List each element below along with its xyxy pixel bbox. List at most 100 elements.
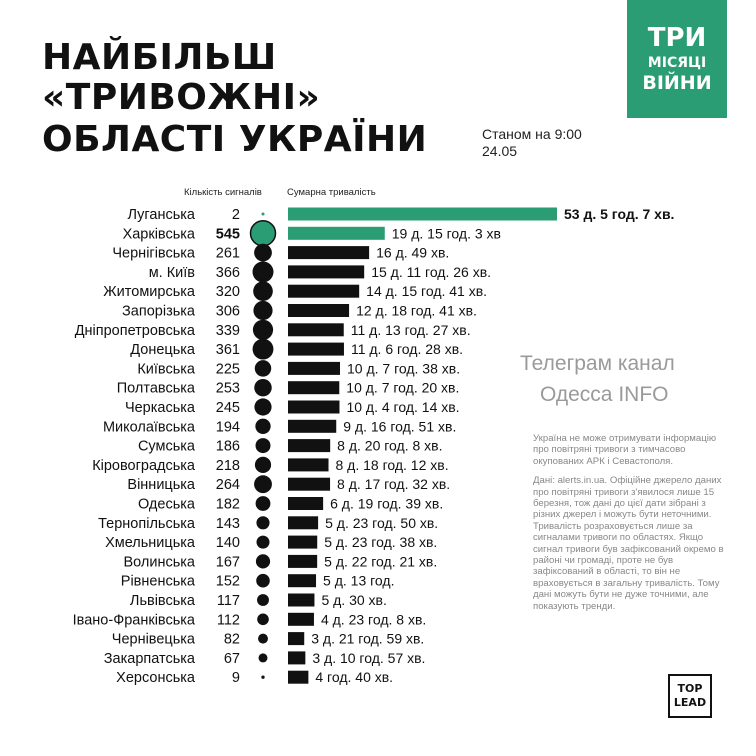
three-months-badge: ТРИ МІСЯЦІ ВІЙНИ xyxy=(627,0,727,118)
duration-bar xyxy=(288,612,314,626)
badge-line-3: ВІЙНИ xyxy=(642,72,712,94)
title-line-3: ОБЛАСТІ УКРАЇНИ xyxy=(42,119,428,160)
signal-count-label: 306 xyxy=(216,304,240,320)
signal-count-label: 261 xyxy=(216,246,240,262)
duration-label: 5 д. 22 год. 21 хв. xyxy=(324,553,437,569)
region-label: Кіровоградська xyxy=(92,458,196,474)
badge-line-1: ТРИ xyxy=(647,23,707,53)
signal-count-label: 264 xyxy=(216,477,240,493)
duration-label: 10 д. 4 год. 14 хв. xyxy=(346,399,459,415)
signal-count-dot xyxy=(255,418,271,434)
signal-count-label: 339 xyxy=(216,323,240,339)
duration-bar xyxy=(288,246,370,260)
region-label: Рівненська xyxy=(121,574,196,590)
signal-count-dot xyxy=(254,243,272,262)
duration-label: 3 д. 21 год. 59 хв. xyxy=(311,631,424,647)
duration-bar xyxy=(288,574,317,588)
duration-label: 53 д. 5 год. 7 хв. xyxy=(564,206,674,222)
signal-count-label: 366 xyxy=(216,265,240,281)
signal-count-dot xyxy=(256,573,270,588)
region-label: Запорізька xyxy=(122,304,196,320)
region-label: Херсонська xyxy=(116,670,196,686)
region-label: Вінницька xyxy=(127,477,196,493)
region-label: Одеська xyxy=(138,497,196,513)
region-label: Чернігівська xyxy=(112,246,196,262)
duration-column-header: Сумарна тривалість xyxy=(287,187,376,198)
signal-count-dot xyxy=(255,438,271,454)
region-label: Харківська xyxy=(123,226,196,242)
signal-count-label: 2 xyxy=(232,207,240,223)
duration-label: 3 д. 10 год. 57 хв. xyxy=(312,650,425,666)
logo-line-2: LEAD xyxy=(673,696,707,709)
signal-count-dot xyxy=(249,220,277,247)
region-label: Закарпатська xyxy=(104,651,196,667)
region-label: Київська xyxy=(137,361,196,377)
signal-count-label: 194 xyxy=(216,419,240,435)
signal-count-label: 117 xyxy=(217,593,240,609)
duration-bar xyxy=(288,439,331,453)
duration-bar xyxy=(288,400,340,414)
signal-count-label: 225 xyxy=(216,361,240,377)
signal-count-label: 67 xyxy=(224,651,240,667)
duration-bar xyxy=(288,381,340,395)
duration-label: 14 д. 15 год. 41 хв. xyxy=(366,283,487,299)
duration-bar xyxy=(288,477,331,491)
as-of-date: Станом на 9:00 24.05 xyxy=(482,126,582,160)
signal-count-dot xyxy=(256,535,270,549)
signal-count-label: 9 xyxy=(232,670,240,686)
signal-count-dot xyxy=(254,378,272,397)
duration-bar xyxy=(288,554,318,568)
duration-bar xyxy=(288,265,365,279)
signal-count-label: 253 xyxy=(216,381,240,397)
signal-count-label: 361 xyxy=(216,342,240,358)
region-label: Тернопільська xyxy=(98,516,196,532)
signal-count-label: 218 xyxy=(216,458,240,474)
note-source: Дані: alerts.in.ua. Офіційне джерело дан… xyxy=(533,475,724,612)
duration-bar xyxy=(288,458,329,472)
signal-count-dot xyxy=(258,633,268,644)
duration-label: 19 д. 15 год. 3 хв xyxy=(392,225,501,241)
duration-bar xyxy=(288,304,350,317)
toplead-logo: TOP LEAD xyxy=(668,674,712,718)
signal-count-label: 167 xyxy=(216,554,240,570)
duration-label: 12 д. 18 год. 41 хв. xyxy=(356,303,477,319)
duration-label: 11 д. 6 год. 28 хв. xyxy=(351,341,463,357)
watermark-line-2: Одесса INFO xyxy=(540,383,669,406)
watermark-line-1: Телеграм канал xyxy=(520,352,675,375)
duration-label: 5 д. 30 хв. xyxy=(321,592,386,608)
signal-count-dot xyxy=(252,319,274,340)
region-label: Чернівецька xyxy=(112,632,196,648)
count-column-header: Кількість сигналів xyxy=(184,187,262,198)
signal-count-dot xyxy=(253,300,273,321)
region-label: Дніпропетровська xyxy=(75,323,196,339)
signal-count-dot xyxy=(255,496,271,511)
duration-label: 5 д. 23 год. 38 хв. xyxy=(324,534,437,550)
signal-count-label: 186 xyxy=(216,439,240,455)
note-occupied: Україна не може отримувати інформацію пр… xyxy=(533,433,717,467)
duration-label: 8 д. 20 год. 8 хв. xyxy=(337,438,442,454)
duration-bar xyxy=(288,651,306,665)
duration-label: 10 д. 7 год. 38 хв. xyxy=(347,360,460,376)
duration-bar xyxy=(288,226,385,240)
region-label: Івано-Франківська xyxy=(73,612,196,628)
region-label: Сумська xyxy=(138,439,196,455)
duration-bar xyxy=(288,361,340,375)
signal-count-label: 320 xyxy=(216,284,240,300)
region-label: Житомирська xyxy=(103,284,196,300)
duration-bar xyxy=(288,516,319,530)
duration-label: 10 д. 7 год. 20 хв. xyxy=(346,380,459,396)
region-label: Хмельницька xyxy=(105,535,196,551)
duration-label: 8 д. 18 год. 12 хв. xyxy=(336,457,449,473)
duration-bar xyxy=(288,419,337,433)
duration-label: 11 д. 13 год. 27 хв. xyxy=(351,322,471,338)
signal-count-dot xyxy=(257,594,269,606)
duration-bar xyxy=(288,323,344,337)
logo-line-1: TOP xyxy=(677,682,703,695)
signal-count-label: 82 xyxy=(224,632,240,648)
region-label: Донецька xyxy=(130,342,196,358)
duration-bar xyxy=(288,535,318,549)
signal-count-label: 152 xyxy=(216,574,240,590)
title-line-1: НАЙБІЛЬШ xyxy=(42,37,277,78)
region-label: м. Київ xyxy=(149,265,196,281)
